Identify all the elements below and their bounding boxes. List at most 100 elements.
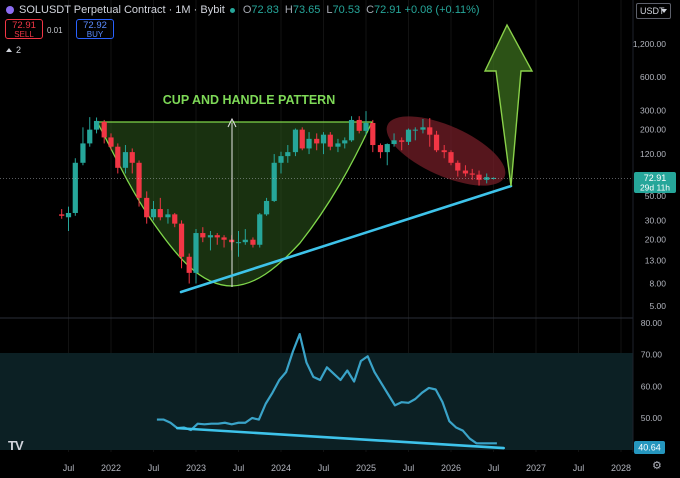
candle-body-7 xyxy=(108,137,114,147)
open-label: O xyxy=(242,4,252,16)
candle-body-52 xyxy=(427,127,433,135)
candle-body-13 xyxy=(150,209,157,218)
candle-body-23 xyxy=(221,237,227,240)
time-tick-label: 2022 xyxy=(101,463,121,473)
price-tick-label: 120.00 xyxy=(640,149,666,159)
candle-body-49 xyxy=(405,129,412,142)
bar-countdown: 29d 11h xyxy=(640,183,670,193)
symbol-title[interactable]: SOLUSDT Perpetual Contract · 1M · Bybit xyxy=(19,4,225,16)
candle-body-12 xyxy=(144,197,150,218)
time-tick-label: Jul xyxy=(403,463,415,473)
indicator-tick-label: 70.00 xyxy=(641,350,663,360)
time-tick-label: 2023 xyxy=(186,463,206,473)
candle-body-22 xyxy=(214,235,220,238)
candle-body-35 xyxy=(306,138,312,149)
price-tick-label: 50.00 xyxy=(645,191,667,201)
price-tick-label: 300.00 xyxy=(640,105,666,115)
time-tick-label: Jul xyxy=(63,463,75,473)
support-trendline[interactable] xyxy=(179,184,513,294)
low-value: 70.53 xyxy=(332,4,361,16)
indicator-tick-label: 60.00 xyxy=(641,381,663,391)
time-tick-label: Jul xyxy=(573,463,585,473)
candle-body-43 xyxy=(363,122,369,131)
candle-body-61 xyxy=(490,177,497,179)
candle-body-31 xyxy=(278,156,284,163)
target-arrow[interactable] xyxy=(483,23,534,187)
candle-body-54 xyxy=(441,150,447,153)
collapse-icon xyxy=(6,48,12,52)
time-tick-label: Jul xyxy=(233,463,245,473)
buy-label: BUY xyxy=(86,30,104,39)
low-label: L xyxy=(326,4,333,16)
indicators-count: 2 xyxy=(16,45,22,55)
price-tick-label: 30.00 xyxy=(645,215,667,225)
candle-body-17 xyxy=(178,223,185,257)
indicator-tick-label: 50.00 xyxy=(641,413,663,423)
candle-body-39 xyxy=(335,143,341,147)
gear-icon[interactable]: ⚙ xyxy=(652,460,662,472)
price-tick-label: 8.00 xyxy=(649,279,666,289)
sell-label: SELL xyxy=(14,30,34,39)
candle-body-47 xyxy=(391,140,397,145)
open-value: 72.83 xyxy=(251,4,279,16)
candle-body-48 xyxy=(399,140,405,142)
candle-body-11 xyxy=(136,162,142,198)
candle-body-36 xyxy=(314,138,320,144)
candle-body-57 xyxy=(462,170,469,174)
chart-header: SOLUSDT Perpetual Contract · 1M · Bybit … xyxy=(6,3,483,17)
candle-body-50 xyxy=(412,129,418,131)
candle-body-34 xyxy=(299,129,305,149)
candle-body-2 xyxy=(72,162,78,213)
candle-body-21 xyxy=(207,235,214,238)
indicator-value: 40.64 xyxy=(638,443,661,453)
pattern-title: CUP AND HANDLE PATTERN xyxy=(163,93,335,107)
buy-button[interactable]: 72.92 BUY xyxy=(76,19,114,39)
candle-body-16 xyxy=(172,214,178,224)
candle-body-37 xyxy=(320,134,327,144)
tradingview-logo[interactable]: TV xyxy=(8,438,24,453)
candle-body-53 xyxy=(433,134,440,151)
candle-body-19 xyxy=(193,233,199,273)
candle-body-20 xyxy=(200,233,206,238)
candle-body-25 xyxy=(235,242,242,244)
candle-body-0 xyxy=(59,214,65,216)
time-tick-label: 2024 xyxy=(271,463,291,473)
market-status-icon xyxy=(229,7,235,13)
indicator-badge: 40.64 xyxy=(634,441,665,454)
candle-body-3 xyxy=(80,143,86,163)
candle-body-29 xyxy=(263,200,270,215)
candle-body-58 xyxy=(469,173,475,175)
last-price-badge: 72.91 29d 11h xyxy=(634,172,676,193)
sell-button[interactable]: 72.91 SELL xyxy=(5,19,43,39)
price-tick-label: 200.00 xyxy=(640,125,666,135)
time-tick-label: 2027 xyxy=(526,463,546,473)
price-tick-label: 20.00 xyxy=(645,235,667,245)
indicators-toggle[interactable]: 2 xyxy=(6,44,28,56)
change-value: +0.08 (+0.11%) xyxy=(404,4,480,16)
time-tick-label: 2026 xyxy=(441,463,461,473)
sell-price: 72.91 xyxy=(12,20,36,31)
candle-body-40 xyxy=(342,140,348,144)
candle-body-51 xyxy=(420,127,426,130)
candle-body-38 xyxy=(327,134,333,147)
time-tick-label: Jul xyxy=(148,463,160,473)
time-tick-label: 2028 xyxy=(611,463,631,473)
time-axis[interactable]: Jul 2022 Jul 2023 Jul 2024 Jul 2025 Jul 2026 Jul 20… xyxy=(63,463,631,473)
candle-body-1 xyxy=(65,212,72,218)
currency-select[interactable]: USDT xyxy=(636,3,671,19)
indicator-axis[interactable]: 80.00 70.00 60.00 50.00 xyxy=(641,318,663,423)
candle-body-46 xyxy=(384,144,390,153)
candle-body-30 xyxy=(271,162,277,201)
time-tick-label: Jul xyxy=(488,463,500,473)
candle-body-42 xyxy=(356,119,362,131)
spread-value: 0.01 xyxy=(47,26,63,35)
candle-body-15 xyxy=(165,214,171,218)
price-tick-label: 13.00 xyxy=(645,255,667,265)
candle-body-6 xyxy=(101,121,107,138)
candle-body-28 xyxy=(257,214,263,245)
indicator xyxy=(156,332,506,450)
indicator-trendline xyxy=(176,426,506,450)
indicator-line xyxy=(156,332,497,445)
high-label: H xyxy=(284,4,293,16)
